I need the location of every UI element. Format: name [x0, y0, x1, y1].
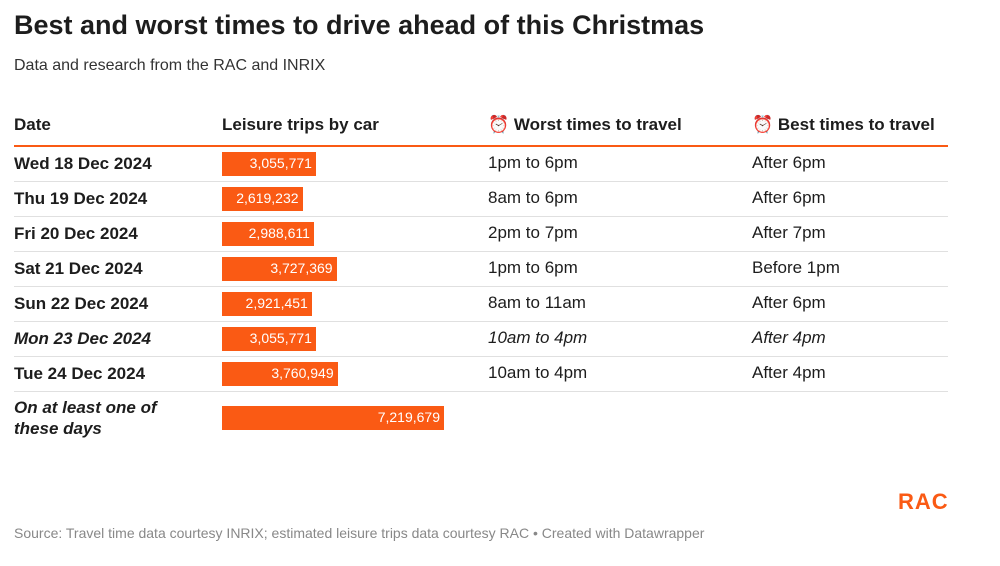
bar-label: 2,619,232 [236, 190, 299, 206]
worst-cell: 1pm to 6pm [488, 153, 578, 172]
column-header: ⏰ Best times to travel [752, 115, 935, 134]
date-cell: On at least one of these days [14, 398, 157, 438]
date-cell: Sat 21 Dec 2024 [14, 259, 143, 278]
best-cell: After 4pm [752, 363, 826, 382]
row-separator [14, 216, 948, 217]
source: Source: Travel time data courtesy INRIX;… [14, 525, 705, 541]
date-cell: Wed 18 Dec 2024 [14, 154, 152, 173]
subtitle: Data and research from the RAC and INRIX [14, 57, 326, 74]
date-cell: Thu 19 Dec 2024 [14, 189, 148, 208]
date-cell: Fri 20 Dec 2024 [14, 224, 138, 243]
best-cell: After 6pm [752, 293, 826, 312]
column-header: Leisure trips by car [222, 115, 379, 134]
row-separator [14, 356, 948, 357]
worst-cell: 10am to 4pm [488, 363, 588, 382]
best-cell: After 4pm [752, 328, 826, 347]
bar [222, 292, 312, 316]
row-separator [14, 181, 948, 182]
bar [222, 362, 338, 386]
bar [222, 257, 337, 281]
bar-label: 2,921,451 [245, 295, 308, 311]
row-separator [14, 321, 948, 322]
column-header: Date [14, 115, 51, 134]
best-cell: After 7pm [752, 223, 826, 242]
date-cell: Mon 23 Dec 2024 [14, 329, 152, 348]
bar [222, 222, 314, 246]
bar [222, 406, 444, 430]
best-cell: After 6pm [752, 188, 826, 207]
bar [222, 327, 316, 351]
column-header: ⏰ Worst times to travel [488, 115, 682, 134]
worst-cell: 1pm to 6pm [488, 258, 578, 277]
bar-label: 3,727,369 [270, 260, 333, 276]
row-separator [14, 251, 948, 252]
bar-label: 3,055,771 [249, 330, 312, 346]
bar [222, 152, 316, 176]
bar-label: 7,219,679 [377, 409, 440, 425]
worst-cell: 8am to 6pm [488, 188, 578, 207]
bar [222, 187, 303, 211]
bar-label: 2,988,611 [248, 225, 310, 241]
bar-label: 3,055,771 [249, 155, 312, 171]
date-cell: Sun 22 Dec 2024 [14, 294, 149, 313]
worst-cell: 2pm to 7pm [488, 223, 578, 242]
logo: RAC [898, 489, 949, 514]
date-cell: Tue 24 Dec 2024 [14, 364, 146, 383]
worst-cell: 10am to 4pm [488, 328, 588, 347]
worst-cell: 8am to 11am [488, 293, 586, 312]
bar-label: 3,760,949 [271, 365, 334, 381]
title: Best and worst times to drive ahead of t… [14, 10, 705, 40]
row-separator [14, 286, 948, 287]
row-separator [14, 391, 948, 392]
best-cell: After 6pm [752, 153, 826, 172]
best-cell: Before 1pm [752, 258, 840, 277]
header-rule [14, 145, 948, 147]
